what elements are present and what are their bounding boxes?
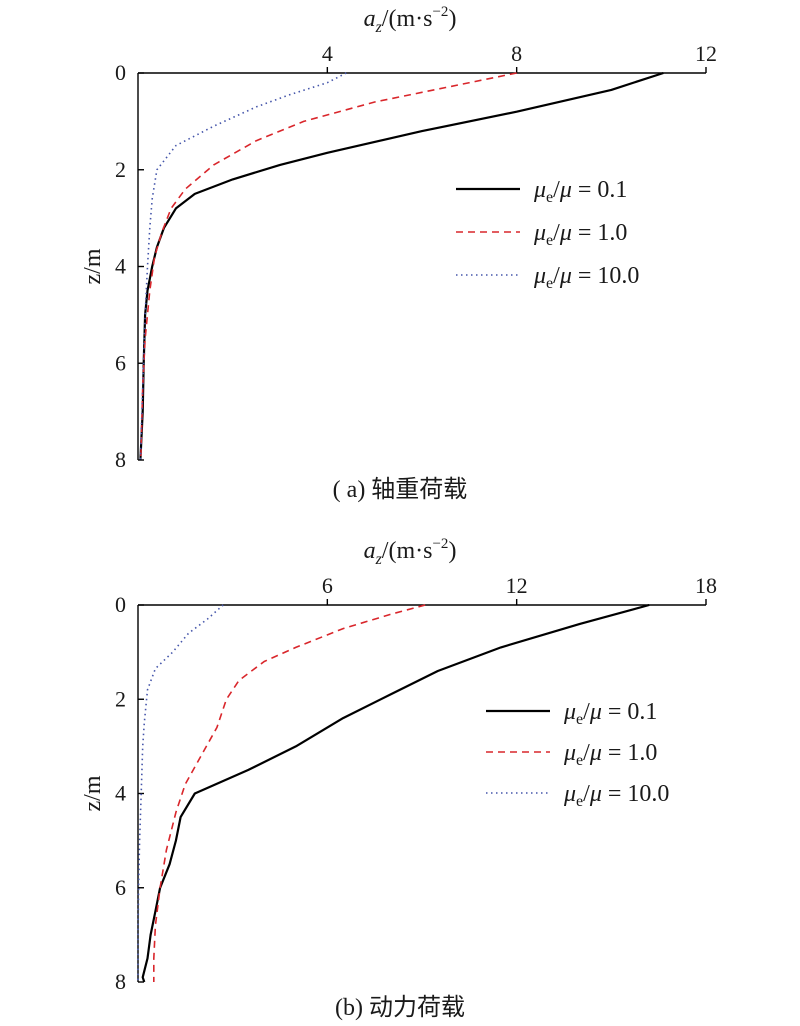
x-tick-label: 4 [322,41,333,66]
series-line-3 [139,72,347,461]
y-tick-label: 0 [115,592,126,617]
y-tick-label: 4 [115,254,126,279]
y-tick-label: 4 [115,781,126,806]
y-tick-label: 2 [115,686,126,711]
legend-label-3: μe/μ = 10.0 [533,263,639,292]
y-tick-label: 2 [115,157,126,182]
panel-caption: (b) 动力荷载 [335,994,465,1021]
y-tick-label: 6 [115,350,126,375]
x-tick-label: 18 [695,573,717,598]
legend-label-3: μe/μ = 10.0 [563,781,669,810]
legend: μe/μ = 0.1 μe/μ = 1.0 μe/μ = 10.0 [456,177,639,292]
series-line-1 [141,603,650,983]
y-tick-label: 8 [115,969,126,994]
x-tick-label: 6 [322,573,333,598]
y-tick-label: 8 [115,447,126,472]
legend-label-2: μe/μ = 1.0 [563,740,657,769]
series-line-3 [137,604,224,982]
series-line-2 [140,72,517,461]
series-line-2 [153,604,426,982]
y-tick-label: 6 [115,875,126,900]
y-tick-label: 0 [115,60,126,85]
chart-panel-1: 4 8 12 0 2 4 6 8 az/(m·s−2) z/m μe/μ = 0.1 μe/μ = 1… [80,4,717,503]
x-tick-label: 8 [511,41,522,66]
legend-label-1: μe/μ = 0.1 [533,177,627,206]
y-axis-title: z/m [80,248,106,284]
x-tick-label: 12 [695,41,717,66]
y-axis-title: z/m [80,775,106,811]
x-tick-label: 12 [506,573,528,598]
series-line-1 [139,71,664,461]
panel-caption: ( a) 轴重荷载 [333,476,468,503]
x-axis-title: az/(m·s−2) [364,536,457,568]
legend-label-1: μe/μ = 0.1 [563,699,657,728]
legend-label-2: μe/μ = 1.0 [533,220,627,249]
x-axis-title: az/(m·s−2) [364,4,457,36]
legend: μe/μ = 0.1 μe/μ = 1.0 μe/μ = 10.0 [486,699,669,810]
